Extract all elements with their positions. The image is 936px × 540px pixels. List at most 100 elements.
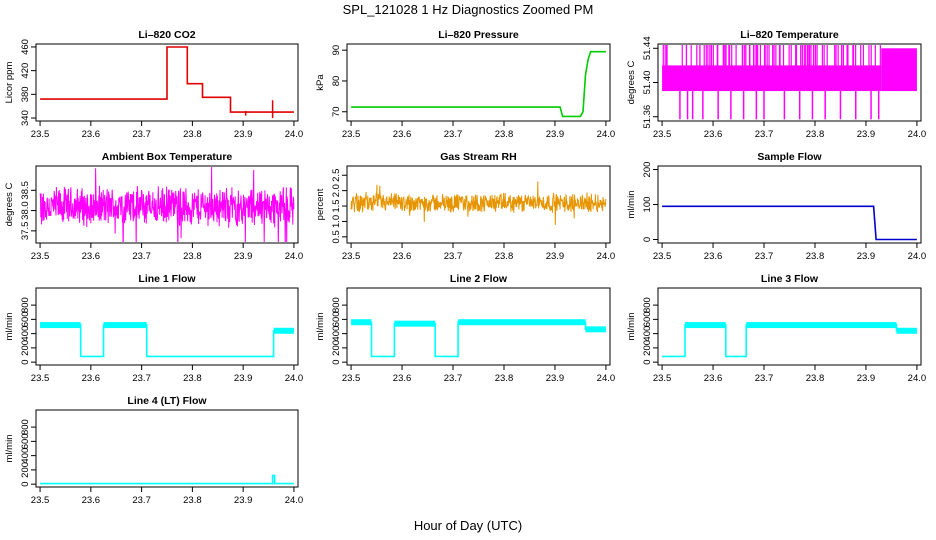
- x-tick-label: 23.5: [31, 129, 50, 140]
- panel-title: Li–820 Temperature: [740, 29, 839, 41]
- x-tick-label: 23.8: [495, 251, 514, 262]
- x-tick-label: 24.0: [908, 373, 927, 384]
- panel-1: Li–820 CO2 23.5 23.6 23.7 23.8 23.9 24.0 340 380…: [4, 29, 303, 140]
- y-tick-label: 0: [642, 237, 653, 242]
- plot-frame: [35, 287, 299, 366]
- data-layer: [39, 167, 295, 242]
- y-tick-label: 200: [20, 462, 31, 478]
- y-tick-label: 2.5: [331, 169, 342, 182]
- y-tick-label: 200: [642, 340, 653, 356]
- x-tick-label: 24.0: [285, 129, 304, 140]
- y-tick-label: 340: [20, 110, 31, 126]
- series-line: [662, 205, 917, 241]
- panel-title: Gas Stream RH: [440, 151, 516, 163]
- data-layer: [350, 181, 607, 225]
- series-noise: [351, 319, 372, 326]
- series-noise: [103, 322, 147, 329]
- panel-title: Li–820 CO2: [138, 29, 195, 41]
- series-line: [40, 324, 294, 358]
- y-axis-label: Licor ppm: [4, 62, 15, 104]
- series-line: [350, 181, 607, 225]
- y-tick-label: 51.36: [642, 105, 653, 129]
- x-tick-label: 23.9: [234, 129, 253, 140]
- data-layer: [662, 205, 917, 241]
- y-tick-label: 600: [642, 311, 653, 327]
- x-tick-label: 23.9: [857, 373, 876, 384]
- x-tick-label: 23.7: [755, 251, 774, 262]
- y-tick-label: 2.0: [331, 184, 342, 197]
- y-axis-label: ml/min: [4, 435, 15, 463]
- y-tick-label: 51.40: [642, 71, 653, 95]
- plot-frame: [657, 165, 922, 244]
- series-line: [40, 474, 294, 485]
- x-tick-label: 23.9: [546, 129, 565, 140]
- panel-5: Gas Stream RH 23.5 23.6 23.7 23.8 23.9 24.0 0.5…: [315, 151, 615, 262]
- panel-title: Li–820 Pressure: [438, 29, 519, 41]
- series-noise: [746, 322, 897, 329]
- x-tick-label: 23.6: [82, 129, 101, 140]
- x-tick-label: 23.8: [495, 373, 514, 384]
- series-line: [351, 50, 606, 118]
- y-tick-label: 200: [20, 340, 31, 356]
- x-tick-label: 23.8: [495, 129, 514, 140]
- data-layer: [351, 319, 606, 358]
- x-tick-label: 23.8: [806, 251, 825, 262]
- series-line: [662, 324, 917, 358]
- y-tick-label: 200: [331, 340, 342, 356]
- x-tick-label: 23.5: [342, 373, 361, 384]
- panel-title: Line 2 Flow: [450, 273, 508, 285]
- x-tick-label: 24.0: [597, 129, 616, 140]
- series-noise: [585, 326, 606, 333]
- panel-6: Sample Flow 23.5 23.6 23.7 23.8 23.9 24.0 0 100 2…: [626, 151, 926, 262]
- y-axis-label: ml/min: [626, 191, 637, 219]
- y-tick-label: 800: [642, 297, 653, 313]
- panel-3: Li–820 Temperature 23.5 23.6 23.7 23.8 23.9 24…: [626, 29, 926, 140]
- x-tick-label: 23.8: [183, 129, 202, 140]
- plot-frame: [35, 165, 299, 244]
- y-axis-label: percent: [315, 188, 326, 220]
- x-tick-label: 23.7: [755, 129, 774, 140]
- panel-4: Ambient Box Temperature 23.5 23.6 23.7 23.8 2…: [4, 151, 303, 262]
- plot-frame: [346, 43, 611, 122]
- plot-frame: [35, 409, 299, 488]
- x-tick-label: 23.5: [653, 373, 672, 384]
- data-layer: [40, 46, 294, 119]
- y-tick-label: 200: [642, 162, 653, 178]
- x-tick-label: 23.7: [755, 373, 774, 384]
- y-tick-label: 38.5: [20, 181, 31, 200]
- series-line: [351, 321, 606, 358]
- x-tick-label: 23.5: [342, 251, 361, 262]
- panel-10: Line 4 (LT) Flow 23.5 23.6 23.7 23.8 23.9 24.0…: [4, 395, 303, 506]
- y-tick-label: 1.5: [331, 199, 342, 212]
- plot-frame: [346, 287, 611, 366]
- x-tick-label: 23.5: [653, 251, 672, 262]
- y-tick-label: 800: [331, 297, 342, 313]
- x-tick-label: 23.6: [82, 373, 101, 384]
- x-tick-label: 23.8: [183, 373, 202, 384]
- plot-frame: [657, 287, 922, 366]
- series-line: [40, 46, 294, 113]
- x-tick-label: 23.6: [393, 129, 412, 140]
- x-tick-label: 23.9: [234, 251, 253, 262]
- y-tick-label: 400: [331, 326, 342, 342]
- x-tick-label: 23.9: [857, 251, 876, 262]
- x-tick-label: 24.0: [908, 129, 927, 140]
- plot-frame: [35, 43, 299, 122]
- y-tick-label: 70: [331, 106, 342, 117]
- x-tick-label: 23.9: [857, 129, 876, 140]
- figure-title: SPL_121028 1 Hz Diagnostics Zoomed PM: [342, 2, 594, 17]
- x-tick-label: 23.6: [704, 251, 723, 262]
- x-tick-label: 23.7: [444, 373, 463, 384]
- series-band: [662, 65, 882, 92]
- x-tick-label: 24.0: [597, 251, 616, 262]
- x-tick-label: 23.5: [31, 251, 50, 262]
- data-layer: [40, 474, 294, 485]
- y-tick-label: 100: [642, 197, 653, 213]
- y-axis-label: ml/min: [315, 313, 326, 341]
- data-layer: [662, 322, 917, 358]
- y-tick-label: 0: [642, 359, 653, 364]
- x-tick-label: 23.7: [132, 495, 151, 506]
- x-tick-label: 23.9: [234, 373, 253, 384]
- y-tick-label: 420: [20, 63, 31, 79]
